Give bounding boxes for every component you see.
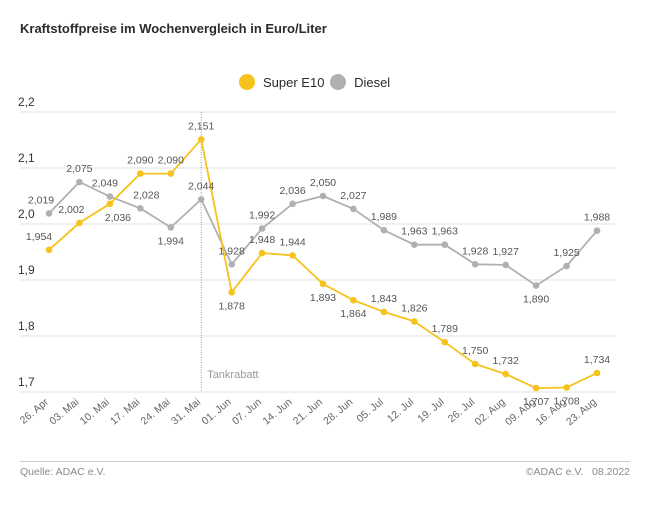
svg-text:2,1: 2,1 [18,151,35,165]
svg-text:2,090: 2,090 [158,155,184,167]
svg-text:2,028: 2,028 [133,189,159,201]
svg-text:1,988: 1,988 [584,212,610,224]
svg-text:1,878: 1,878 [219,300,245,312]
svg-text:2,2: 2,2 [18,95,35,109]
svg-text:2,075: 2,075 [66,163,92,175]
svg-text:10. Mai: 10. Mai [78,396,112,427]
svg-text:21. Jun: 21. Jun [291,396,325,427]
svg-text:2,090: 2,090 [127,155,153,167]
svg-text:26. Apr: 26. Apr [18,396,52,427]
svg-text:1,927: 1,927 [493,246,519,258]
svg-text:1,708: 1,708 [553,396,579,408]
svg-text:2,036: 2,036 [105,212,131,224]
svg-text:1,734: 1,734 [584,354,610,366]
svg-text:Tankrabatt: Tankrabatt [207,369,258,381]
svg-text:1,826: 1,826 [401,302,427,314]
svg-text:2,036: 2,036 [279,185,305,197]
svg-text:1,843: 1,843 [371,293,397,305]
svg-text:24. Mai: 24. Mai [139,396,173,427]
svg-text:2,002: 2,002 [58,204,84,216]
svg-text:05. Jul: 05. Jul [354,396,385,425]
svg-text:1,928: 1,928 [219,245,245,257]
svg-text:2,151: 2,151 [188,120,214,132]
svg-text:12. Jul: 12. Jul [385,396,416,425]
svg-text:26. Jul: 26. Jul [446,396,477,425]
svg-text:1,8: 1,8 [18,319,35,333]
svg-text:1,928: 1,928 [462,245,488,257]
svg-text:1,963: 1,963 [401,226,427,238]
svg-text:1,732: 1,732 [493,355,519,367]
svg-text:2,044: 2,044 [188,180,214,192]
svg-text:1,707: 1,707 [523,396,549,408]
svg-text:1,893: 1,893 [310,292,336,304]
svg-text:2,049: 2,049 [92,178,118,190]
svg-text:02. Aug: 02. Aug [473,396,508,428]
svg-text:1,925: 1,925 [553,247,579,259]
svg-text:14. Jun: 14. Jun [260,396,294,427]
svg-text:28. Jun: 28. Jun [321,396,355,427]
svg-text:1,954: 1,954 [26,231,52,243]
svg-text:07. Jun: 07. Jun [230,396,264,427]
svg-text:1,994: 1,994 [158,235,184,247]
svg-text:1,750: 1,750 [462,345,488,357]
svg-text:1,789: 1,789 [432,323,458,335]
svg-text:1,989: 1,989 [371,211,397,223]
svg-text:1,7: 1,7 [18,375,35,389]
svg-text:2,019: 2,019 [28,194,54,206]
svg-text:1,944: 1,944 [279,236,305,248]
svg-text:1,890: 1,890 [523,294,549,306]
svg-text:19. Jul: 19. Jul [415,396,446,425]
svg-text:1,963: 1,963 [432,226,458,238]
svg-text:2,0: 2,0 [18,207,35,221]
svg-text:01. Jun: 01. Jun [200,396,234,427]
svg-text:1,864: 1,864 [340,308,366,320]
svg-text:17. Mai: 17. Mai [108,396,142,427]
svg-text:31. Mai: 31. Mai [169,396,203,427]
svg-text:1,992: 1,992 [249,210,275,222]
svg-text:03. Mai: 03. Mai [47,396,81,427]
svg-text:2,027: 2,027 [340,190,366,202]
svg-text:1,948: 1,948 [249,234,275,246]
svg-text:2,050: 2,050 [310,177,336,189]
svg-text:1,9: 1,9 [18,263,35,277]
